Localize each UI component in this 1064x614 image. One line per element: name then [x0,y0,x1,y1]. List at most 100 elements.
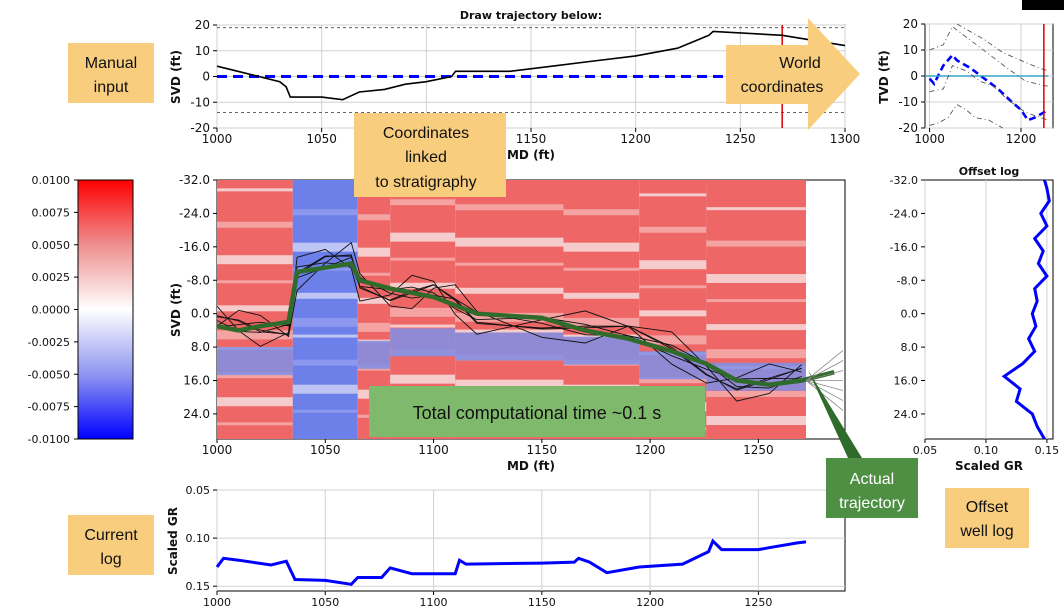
heatmap-band [357,340,391,369]
colorbar-tick-label: 0.0025 [32,271,71,284]
heatmap-stripe [639,285,707,289]
offset-title: Offset log [959,165,1020,178]
current-xtick-label: 1050 [311,596,339,609]
manual-xtick-label: 1200 [620,132,651,146]
offset-ytick-label: 16.0 [894,375,919,388]
heatmap-stripe [292,334,358,338]
callout-linked: Coordinates linked to stratigraphy [354,113,506,197]
heatmap-stripe [292,317,358,327]
colorbar-tick-label: -0.0075 [28,401,70,414]
main-x-ticks: 1000 1050 1100 1150 1200 1250 [202,439,774,457]
colorbar-tick-label: 0.0075 [32,206,71,219]
heatmap-stripe [217,188,293,192]
manual-ytick-label: -10 [190,95,210,109]
heatmap-stripe [390,374,456,384]
callout-linked-line1: Coordinates [383,125,469,142]
heatmap-stripe [357,247,391,257]
world-plot: 1000 1200 -20 -10 0 10 20 TVD (ft) [877,17,1054,146]
heatmap-stripe [563,292,640,299]
colorbar-tick-label: -0.0100 [28,433,70,446]
main-xtick-label: 1100 [418,443,449,457]
heatmap-stripe [357,214,391,221]
extension-line [805,380,844,391]
offset-x-label: Scaled GR [955,459,1023,473]
callout-offset-line2: well log [959,523,1013,540]
heatmap-stripe [563,209,640,216]
offset-xtick-label: 0.10 [974,444,999,457]
heatmap-band [390,328,456,357]
heatmap-stripe [563,242,640,252]
callout-offset-well-log: Offset well log [945,488,1029,548]
corner-mark [1022,0,1064,10]
offset-ytick-label: -32.0 [890,174,918,187]
extension-line [805,380,844,411]
world-ytick-label: -20 [898,121,918,135]
callout-current-log: Current log [68,515,154,575]
main-ytick-label: -16.0 [179,240,210,254]
main-heatmap-blocks [217,180,845,439]
callout-manual-input: Manual input [68,43,154,103]
colorbar-gradient [77,179,134,440]
offset-ytick-label: -8.0 [897,274,918,287]
heatmap-stripe [639,226,707,233]
main-ytick-label: -24.0 [179,206,210,220]
heatmap-stripe [706,416,807,426]
manual-xtick-label: 1150 [516,132,547,146]
current-xtick-label: 1150 [528,596,556,609]
colorbar-tick-label: 0.0000 [32,304,71,317]
heatmap-stripe [706,207,807,211]
manual-title: Draw trajectory below: [460,9,602,22]
extension-line [805,350,844,381]
world-ytick-label: 20 [903,17,918,31]
callout-linked-line3: to stratigraphy [375,174,476,191]
main-extension-fan [805,350,844,411]
world-trajectory-line [928,53,1050,122]
heatmap-block [292,180,358,439]
heatmap-stripe [706,349,807,359]
main-trajectory-line [216,261,835,387]
offset-x-ticks: 0.05 0.10 0.15 [913,439,1059,457]
current-y-label: Scaled GR [166,507,180,575]
heatmap-stripe [390,257,456,261]
offset-ytick-label: 0.0 [901,308,919,321]
current-ytick-label: 0.15 [186,580,211,593]
manual-ytick-label: 0 [202,70,210,84]
callout-computational-time-text: Total computational time ~0.1 s [413,403,662,423]
heatmap-block [706,180,807,439]
offset-plot: 0.05 0.10 0.15 -32.0 -24.0 -16.0 -8.0 0.0 8.0 16… [890,165,1060,473]
manual-x-ticks: 1000105011001150120012501300 [202,128,861,146]
current-ytick-label: 0.05 [186,484,211,497]
manual-ytick-label: 10 [195,44,210,58]
main-ytick-label: 16.0 [183,374,210,388]
world-x-ticks: 1000 1200 [914,128,1036,146]
heatmap-stripe [639,377,707,384]
callout-actual-line2: trajectory [839,495,905,512]
main-ytick-label: 8.0 [191,340,210,354]
manual-y-label: SVD (ft) [169,50,183,104]
colorbar-ticks: 0.0100 0.0075 0.0050 0.0025 0.0000 -0.0025 -0.… [28,174,78,446]
manual-xtick-label: 1050 [306,132,337,146]
manual-xtick-label: 1300 [830,132,861,146]
world-ytick-label: 10 [903,43,918,57]
manual-x-label: MD (ft) [507,148,555,162]
heatmap-stripe [455,262,564,266]
colorbar-tick-label: -0.0025 [28,336,70,349]
offset-xtick-label: 0.05 [913,444,938,457]
heatmap-stripe [706,240,807,247]
callout-world-line1: World [779,55,821,72]
heatmap-stripe [390,307,456,317]
heatmap-stripe [706,324,807,331]
main-ytick-label: -32.0 [179,173,210,187]
current-xtick-label: 1000 [203,596,231,609]
manual-trajectory-line [216,30,846,101]
world-lines [925,23,1050,129]
offset-ytick-label: -24.0 [890,207,918,220]
offset-log-line [1001,179,1051,440]
heatmap-stripe [390,199,456,206]
heatmap-stripe [217,397,293,407]
heatmap-stripe [455,237,564,247]
heatmap-stripe [455,379,564,389]
current-xtick-label: 1200 [636,596,664,609]
extension-line [805,380,844,401]
callout-computational-time: Total computational time ~0.1 s [369,386,705,437]
